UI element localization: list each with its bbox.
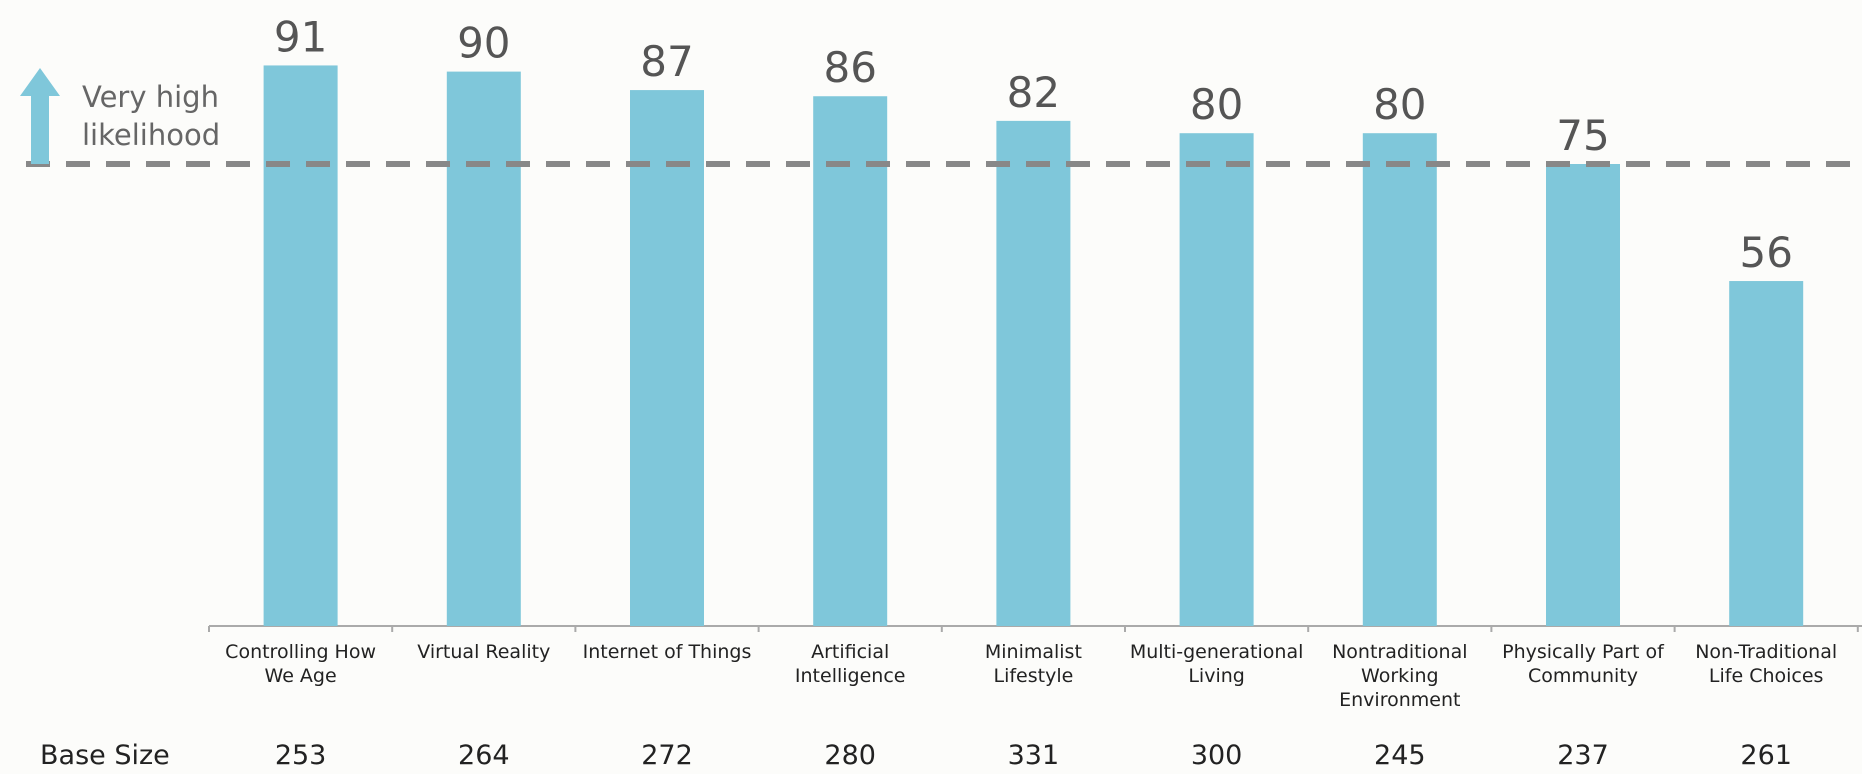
value-label: 80 xyxy=(1190,80,1243,129)
bar xyxy=(1362,133,1437,626)
base-size-value: 280 xyxy=(824,740,876,771)
x-tick-label: Virtual Reality xyxy=(417,641,551,663)
bar xyxy=(263,65,338,626)
base-size-value: 272 xyxy=(641,740,693,771)
arrow xyxy=(20,68,60,164)
bar xyxy=(1729,281,1804,626)
bar xyxy=(446,71,521,627)
bar xyxy=(813,96,888,627)
value-label: 87 xyxy=(640,37,693,86)
base-size-label: Base Size xyxy=(40,740,170,771)
base-size-value: 237 xyxy=(1557,740,1609,771)
bar xyxy=(1179,133,1254,626)
bar xyxy=(1546,164,1620,626)
x-tick-label: Nontraditional Working Environment xyxy=(1332,641,1468,711)
base-size-value: 331 xyxy=(1007,740,1060,771)
x-tick-label: Internet of Things xyxy=(582,641,752,663)
value-label: 91 xyxy=(274,12,327,61)
threshold-label: Very high likelihood xyxy=(82,80,221,152)
value-label: 75 xyxy=(1556,111,1609,160)
bar xyxy=(996,120,1071,626)
value-label: 56 xyxy=(1739,228,1792,277)
value-label: 90 xyxy=(457,19,510,68)
base-size-value: 253 xyxy=(274,740,327,771)
value-label: 86 xyxy=(823,43,876,92)
base-size-value: 264 xyxy=(458,740,510,771)
base-size-value: 300 xyxy=(1190,740,1243,771)
x-tick-label: Non-Traditional Life Choices xyxy=(1695,641,1838,687)
x-tick-label: Controlling How We Age xyxy=(225,641,377,687)
x-tick-label: Physically Part of Community xyxy=(1502,641,1664,687)
x-tick-label: Multi-generational Living xyxy=(1129,641,1304,687)
value-label: 80 xyxy=(1373,80,1426,129)
value-label: 82 xyxy=(1007,68,1060,117)
x-tick-label: Minimalist Lifestyle xyxy=(984,641,1082,687)
base-size-value: 245 xyxy=(1374,740,1426,771)
bar xyxy=(630,90,704,626)
x-tick-label: Artificial Intelligence xyxy=(794,641,906,687)
base-size-value: 261 xyxy=(1740,740,1792,771)
